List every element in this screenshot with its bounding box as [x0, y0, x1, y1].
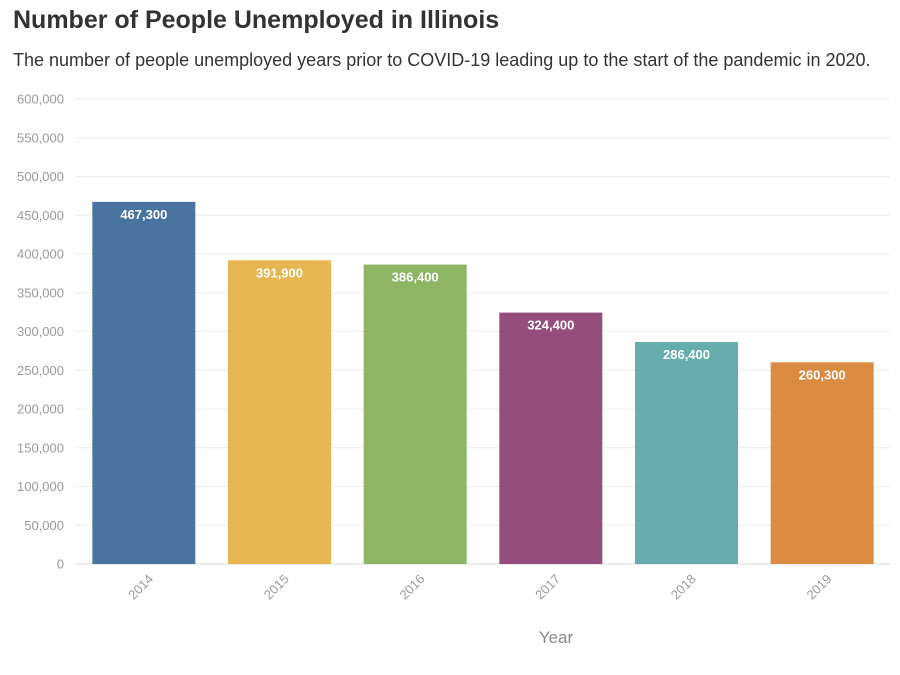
data-labels: 467,300 391,900 386,400 324,400 286,400 260,3…	[120, 207, 845, 382]
y-tick-label: 0	[57, 557, 64, 572]
y-tick-label: 100,000	[17, 479, 64, 494]
data-label-2014: 467,300	[120, 207, 167, 222]
y-tick-label: 600,000	[17, 92, 64, 107]
x-tick-label: 2018	[668, 571, 699, 602]
x-axis-label: Year	[539, 628, 574, 647]
y-tick-label: 350,000	[17, 285, 64, 300]
y-tick-label: 250,000	[17, 363, 64, 378]
y-tick-label: 300,000	[17, 324, 64, 339]
data-label-2019: 260,300	[799, 367, 846, 382]
data-label-2018: 286,400	[663, 347, 710, 362]
data-label-2015: 391,900	[256, 265, 303, 280]
bar-2019[interactable]	[770, 362, 874, 564]
y-tick-label: 200,000	[17, 402, 64, 417]
bar-2017[interactable]	[499, 312, 603, 564]
chart-title: Number of People Unemployed in Illinois	[13, 6, 500, 34]
grid-lines	[76, 98, 890, 565]
x-axis: 2014 2015 2016 2017 2018 2019	[125, 571, 834, 602]
x-tick-label: 2019	[803, 571, 834, 602]
bar-2015[interactable]	[228, 260, 331, 564]
y-tick-label: 50,000	[24, 518, 64, 533]
y-tick-label: 400,000	[17, 247, 64, 262]
bar-2018[interactable]	[635, 342, 738, 564]
data-label-2016: 386,400	[392, 270, 439, 285]
y-tick-label: 450,000	[17, 208, 64, 223]
x-tick-label: 2016	[396, 571, 427, 602]
chart-subtitle: The number of people unemployed years pr…	[13, 50, 871, 70]
bar-2016[interactable]	[363, 264, 467, 564]
y-tick-label: 500,000	[17, 169, 64, 184]
bars	[92, 201, 874, 564]
y-tick-label: 150,000	[17, 440, 64, 455]
data-label-2017: 324,400	[527, 318, 574, 333]
bar-2014[interactable]	[92, 201, 196, 564]
x-tick-label: 2017	[532, 571, 563, 602]
x-tick-label: 2014	[125, 571, 156, 602]
x-tick-label: 2015	[261, 571, 292, 602]
y-axis: 0 50,000 100,000 150,000 200,000 250,000 300,0…	[17, 92, 64, 572]
y-tick-label: 550,000	[17, 130, 64, 145]
